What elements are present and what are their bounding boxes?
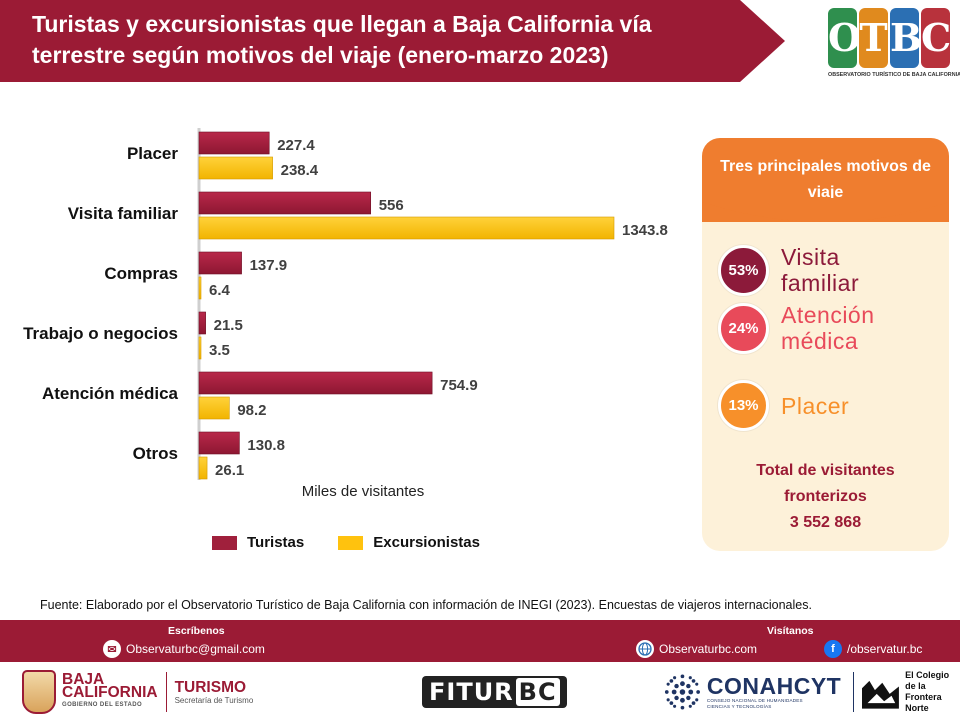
data-label-turistas: 227.4 [277,137,315,154]
top-motives-panel: Tres principales motivos de viaje 53% Vi… [702,138,949,551]
data-label-turistas: 556 [379,197,404,214]
motive-pct-badge: 24% [718,302,769,354]
data-label-turistas: 130.8 [247,437,285,454]
motive-pct-badge: 13% [718,380,769,431]
motive-item-atencion-medica: 24% Atención médica [718,302,891,354]
total-value: 3 552 868 [789,514,862,531]
bar-excursionistas [198,156,273,180]
category-label: Compras [104,264,178,283]
legend-item-turistas: Turistas [212,534,304,551]
bar-turistas [198,131,270,155]
legend-label-turistas: Turistas [247,534,305,551]
logo-letter-c: C [921,8,951,68]
data-label-excursionistas: 3.5 [209,342,230,359]
title-line-2: terrestre según motivos del viaje (enero… [32,42,609,68]
fitur-bc-text: BC [515,678,560,706]
total-visitors: Total de visitantes fronterizos 3 552 86… [702,458,949,536]
data-label-turistas: 21.5 [214,317,243,334]
bar-excursionistas [198,336,202,360]
bar-excursionistas [198,396,230,420]
globe-icon [636,640,654,658]
data-label-excursionistas: 238.4 [281,162,319,179]
bar-turistas [198,311,206,335]
category-label: Visita familiar [68,204,179,223]
chart-legend: Turistas Excursionistas [212,534,480,551]
motive-label: Visita familiar [781,244,860,296]
bar-excursionistas [198,276,202,300]
contact-band: Escríbenos ✉ Observaturbc@gmail.com Visí… [0,620,960,662]
turismo-text: TURISMO [174,678,247,696]
logo-letter-o: O [828,8,861,68]
motive-item-placer: 13% Placer [718,380,849,431]
facebook-text: /observatur.bc [847,642,923,656]
bar-excursionistas [198,456,208,480]
bar-turistas [198,251,242,275]
website-link[interactable]: Observaturbc.com [636,640,757,658]
conahcyt-subtext-2: CIENCIAS Y TECNOLOGÍAS [706,704,772,709]
motive-item-visita-familiar: 53% Visita familiar [718,244,891,296]
fitur-text: FITUR [429,678,514,706]
data-label-turistas: 754.9 [440,377,478,394]
panel-header-curve [702,198,949,222]
logo-letter-t: T [859,8,888,68]
baja-california-logo: BAJA CALIFORNIA GOBIERNO DEL ESTADO TURI… [22,664,253,720]
title-line-1: Turistas y excursionistas que llegan a B… [32,11,652,37]
data-label-excursionistas: 6.4 [209,282,231,299]
bc-line-1: BAJA [62,670,105,688]
bar-turistas [198,191,372,215]
bar-excursionistas [198,216,615,240]
email-text: Observaturbc@gmail.com [126,642,265,656]
category-label: Placer [127,144,178,163]
x-axis-title: Miles de visitantes [302,483,425,500]
colef-mountain-icon [862,680,900,709]
legend-item-excursionistas: Excursionistas [338,534,480,551]
logo-divider [165,672,167,712]
visit-us-title: Visítanos [767,625,814,637]
data-label-excursionistas: 26.1 [215,462,244,479]
conahcyt-logo: CONAHCYT CONSEJO NACIONAL DE HUMANIDADES… [664,664,960,720]
legend-label-excursionistas: Excursionistas [373,534,480,551]
conahcyt-subtext-1: CONSEJO NACIONAL DE HUMANIDADES [706,698,803,703]
motive-pct-badge: 53% [718,244,769,296]
bc-gobierno: GOBIERNO DEL ESTADO [62,701,143,708]
category-label: Otros [133,444,178,463]
legend-swatch-excursionistas [338,535,364,550]
colef-line-2: de la Frontera [905,681,942,702]
state-shield-icon [22,670,56,714]
mail-icon: ✉ [103,640,121,658]
write-us-title: Escríbenos [168,625,225,637]
email-link[interactable]: ✉ Observaturbc@gmail.com [103,640,265,658]
category-label: Atención médica [42,384,179,403]
motive-label: Atención médica [781,302,875,354]
logo-letter-b: B [890,8,922,68]
logo-caption: OBSERVATORIO TURÍSTICO DE BAJA CALIFORNI… [828,72,960,78]
facebook-icon: f [824,640,842,658]
otbc-logo: O T B C OBSERVATORIO TURÍSTICO DE BAJA C… [828,8,960,86]
bar-turistas [198,431,240,455]
facebook-link[interactable]: f /observatur.bc [824,640,922,658]
website-text: Observaturbc.com [659,642,758,656]
data-label-turistas: 137.9 [250,257,288,274]
data-label-excursionistas: 1343.8 [622,222,668,239]
category-label: Trabajo o negocios [23,324,178,343]
conahcyt-text: CONAHCYT [706,673,842,699]
total-label: Total de visitantes fronterizos [756,462,895,505]
turismo-logo: TURISMO Secretaría de Turismo [174,678,254,705]
turismo-subtext: Secretaría de Turismo [174,695,254,705]
source-note: Fuente: Elaborado por el Observatorio Tu… [40,598,812,612]
page-title: Turistas y excursionistas que llegan a B… [32,9,732,71]
colef-line-1: El Colegio [905,670,950,680]
bar-chart: Placer 227.4 238.4 Visita familiar 556 1343.8… [23,128,668,500]
title-banner [0,0,785,82]
colef-line-3: Norte [905,703,929,713]
motive-label: Placer [781,392,850,419]
bc-line-2: CALIFORNIA [62,683,158,701]
logo-divider [853,672,855,712]
fiturbc-logo: FITUR BC [422,664,567,720]
data-label-excursionistas: 98.2 [237,402,266,419]
legend-swatch-turistas [212,535,237,550]
bar-turistas [198,371,433,395]
conahcyt-dots-icon [664,674,700,710]
